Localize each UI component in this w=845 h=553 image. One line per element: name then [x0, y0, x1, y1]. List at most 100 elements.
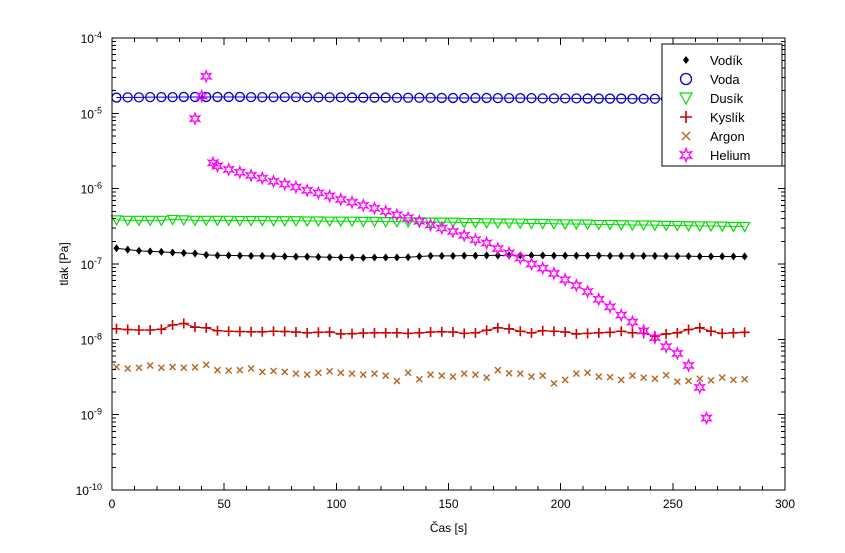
legend-label-kyslk: Kyslík — [710, 110, 745, 125]
data-marker — [682, 55, 690, 65]
data-marker — [124, 365, 132, 372]
data-marker — [402, 217, 415, 229]
series-argon — [112, 361, 749, 387]
data-marker — [337, 253, 344, 262]
data-marker — [536, 260, 550, 276]
data-marker — [180, 364, 188, 372]
data-marker — [696, 252, 703, 261]
data-marker — [379, 203, 393, 219]
data-marker — [311, 185, 325, 201]
data-marker — [358, 92, 369, 103]
data-marker — [303, 371, 311, 379]
data-marker — [592, 219, 605, 231]
data-marker — [346, 92, 358, 103]
data-marker — [660, 220, 673, 232]
data-marker — [446, 217, 460, 229]
data-marker — [629, 251, 636, 260]
data-marker — [491, 218, 504, 230]
data-marker — [258, 368, 266, 376]
data-marker — [618, 251, 625, 260]
data-marker — [628, 372, 636, 380]
data-marker — [716, 221, 729, 233]
data-marker — [290, 327, 301, 338]
data-marker — [679, 72, 693, 86]
data-marker — [358, 328, 369, 339]
data-marker — [626, 220, 639, 232]
data-marker — [278, 176, 292, 192]
data-marker — [447, 92, 459, 104]
data-marker — [661, 328, 672, 339]
data-marker — [728, 327, 739, 338]
data-marker — [671, 220, 684, 232]
data-marker — [515, 93, 526, 104]
data-marker — [470, 92, 481, 104]
data-marker — [436, 92, 447, 104]
data-marker — [281, 368, 289, 376]
data-marker — [696, 375, 704, 383]
data-marker — [122, 324, 133, 335]
data-marker — [348, 370, 356, 378]
legend-label-dusk: Dusík — [710, 91, 744, 106]
data-marker — [121, 215, 134, 227]
data-marker — [514, 218, 527, 230]
data-marker — [169, 363, 177, 371]
data-marker — [570, 219, 583, 231]
x-tick-label: 150 — [438, 497, 458, 511]
data-marker — [246, 326, 257, 337]
data-marker — [415, 375, 423, 383]
data-marker — [651, 375, 659, 383]
data-marker — [681, 131, 691, 141]
x-tick-label: 200 — [551, 497, 571, 511]
data-marker — [680, 111, 692, 123]
data-marker — [257, 326, 268, 337]
data-marker — [513, 250, 527, 266]
data-marker — [302, 92, 313, 103]
data-marker — [169, 248, 176, 257]
data-marker — [458, 217, 471, 229]
data-marker — [292, 370, 300, 378]
data-marker — [525, 218, 538, 230]
data-marker — [425, 92, 436, 103]
data-marker — [281, 252, 288, 261]
data-marker — [741, 252, 748, 261]
data-marker — [427, 371, 435, 379]
data-marker — [359, 371, 367, 379]
data-marker — [234, 326, 245, 337]
data-marker — [572, 370, 580, 378]
data-marker — [648, 220, 661, 232]
data-marker — [289, 216, 302, 227]
data-marker — [685, 377, 693, 385]
data-marker — [662, 371, 670, 379]
data-marker — [685, 252, 692, 261]
y-tick-label: 10-9 — [81, 407, 102, 423]
data-marker — [617, 376, 625, 384]
data-marker — [188, 215, 202, 227]
data-marker — [481, 325, 492, 336]
data-marker — [539, 251, 546, 260]
data-marker — [616, 93, 627, 104]
data-marker — [438, 372, 446, 380]
data-marker — [503, 218, 516, 230]
data-marker — [404, 369, 412, 377]
data-marker — [166, 214, 179, 226]
data-marker — [729, 376, 737, 384]
data-marker — [727, 221, 740, 233]
data-marker — [133, 92, 145, 103]
data-marker — [234, 91, 246, 103]
data-marker — [648, 330, 662, 346]
data-marker — [347, 328, 358, 339]
data-marker — [312, 216, 325, 228]
data-marker — [247, 365, 255, 372]
data-marker — [425, 327, 436, 338]
data-marker — [346, 216, 359, 228]
data-marker — [133, 325, 144, 336]
data-marker — [424, 217, 437, 233]
data-marker — [738, 221, 751, 233]
data-marker — [537, 325, 548, 336]
legend-label-voda: Voda — [710, 72, 740, 87]
data-marker — [682, 221, 695, 232]
data-marker — [177, 215, 190, 227]
data-marker — [233, 215, 246, 227]
legend-label-helium: Helium — [710, 148, 750, 163]
data-marker — [459, 328, 470, 339]
